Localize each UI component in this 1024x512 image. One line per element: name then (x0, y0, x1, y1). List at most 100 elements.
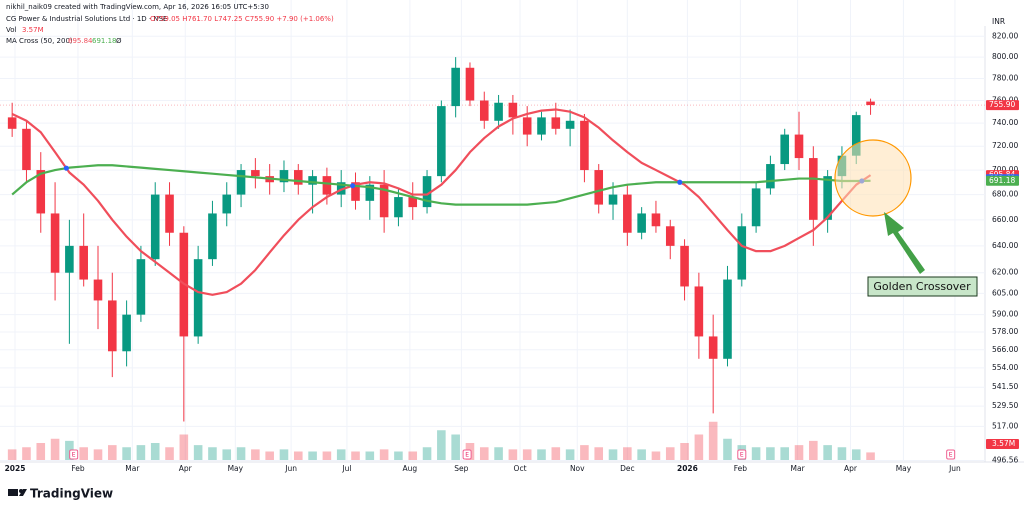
y-tick-label: 640.00 (992, 241, 1018, 250)
x-tick-label: Apr (179, 464, 193, 473)
candle-body (465, 67, 475, 101)
highlight-circle (834, 139, 912, 217)
event-label: E (949, 452, 953, 459)
x-tick-label: May (896, 464, 912, 473)
volume-bar (165, 447, 174, 460)
y-tick-label: 800.00 (992, 52, 1018, 61)
candle-body (208, 213, 217, 260)
y-tick-label: 605.00 (992, 288, 1018, 297)
volume-bar (537, 449, 546, 460)
candle-body (122, 314, 131, 352)
y-tick-label: 680.00 (992, 190, 1018, 199)
candle-body (336, 182, 346, 195)
candle-body (422, 176, 432, 208)
event-label: E (72, 452, 76, 459)
volume-bar (623, 447, 632, 460)
volume-bar (479, 447, 489, 460)
x-tick-label: 2025 (5, 464, 26, 473)
x-tick-label: Oct (514, 464, 527, 473)
volume-bar (136, 445, 146, 460)
vol-value: 3.57M (22, 26, 44, 34)
candle-body (150, 194, 160, 260)
candle-body (165, 194, 174, 233)
candle-body (794, 134, 804, 159)
y-tick-label: 529.50 (992, 401, 1018, 410)
x-tick-label: Feb (71, 464, 85, 473)
volume-bar (322, 451, 332, 460)
event-label: E (740, 452, 744, 459)
candle-body (723, 279, 732, 359)
volume-bar (379, 449, 389, 460)
x-tick-label: Mar (125, 464, 140, 473)
logo-mark (8, 489, 18, 496)
candle-body (36, 170, 46, 214)
candle-body (293, 170, 303, 185)
candle-body (851, 115, 861, 156)
candle-body (608, 194, 618, 205)
price-label: 755.90 (989, 100, 1015, 109)
candle-body (751, 188, 761, 227)
event-marker (462, 449, 472, 460)
credit: nikhil_naik09 created with TradingView.c… (6, 3, 269, 11)
volume-bar (222, 449, 232, 460)
candle-body (93, 279, 103, 301)
logo-slash (19, 489, 27, 496)
volume-bar (680, 443, 689, 460)
volume-bar (837, 447, 847, 460)
price-label-box (986, 175, 1019, 186)
cross-dot (350, 183, 356, 189)
price-label-box (986, 100, 1019, 111)
candle-body (479, 100, 489, 121)
candle-body (236, 170, 246, 195)
annotation: Golden Crossover (873, 280, 971, 293)
volume-bar (522, 449, 532, 460)
y-tick-label: 554.00 (992, 363, 1018, 372)
symbol: CG Power & Industrial Solutions Ltd · 1D… (6, 15, 167, 23)
candle-body (494, 102, 503, 121)
y-tick-label: 820.00 (992, 31, 1018, 40)
ma-fast: 695.84 (68, 37, 93, 45)
candle-body (694, 286, 704, 337)
volume-bar (637, 449, 646, 460)
ma-line (11, 108, 872, 296)
x-tick-label: Jul (341, 464, 351, 473)
arrow (884, 212, 925, 274)
candle-body (780, 134, 789, 165)
candle-body (50, 213, 60, 273)
volume-bar (565, 449, 575, 460)
volume-bar (36, 443, 46, 460)
volume-bar (365, 451, 375, 460)
candle-body (651, 213, 661, 227)
y-tick-label: 590.00 (992, 310, 1018, 319)
candle-body (437, 106, 446, 177)
candle-body (708, 336, 718, 359)
y-tick-label: 760.00 (992, 96, 1018, 105)
y-tick-label: 578.00 (992, 327, 1018, 336)
candle-body (580, 120, 589, 171)
candle-body (394, 197, 403, 218)
volume-bar (494, 447, 503, 460)
event-marker (946, 449, 956, 460)
volume-bar (780, 447, 789, 460)
volume-bar (851, 449, 861, 460)
volume-bar (93, 449, 103, 460)
candle-body (623, 194, 632, 233)
volume-bar (794, 445, 804, 460)
candle-body (193, 259, 203, 337)
candle-body (866, 101, 875, 106)
x-tick-label: 2026 (677, 464, 698, 473)
volume-bar (708, 421, 718, 460)
x-tick-label: Sep (454, 464, 468, 473)
candle-body (136, 259, 146, 315)
ohlc: O759.05 H761.70 L747.25 C755.90 +7.90 (+… (150, 15, 334, 23)
volume-bar (665, 447, 675, 460)
volume-bar (179, 434, 189, 460)
candle-body (737, 226, 747, 280)
volume-bar (751, 447, 761, 460)
x-tick-label: Mar (791, 464, 806, 473)
y-tick-label: 780.00 (992, 74, 1018, 83)
candle-body (22, 128, 31, 171)
x-tick-label: Aug (403, 464, 418, 473)
y-tick-label: 541.50 (992, 382, 1018, 391)
cross-dot (677, 179, 683, 185)
